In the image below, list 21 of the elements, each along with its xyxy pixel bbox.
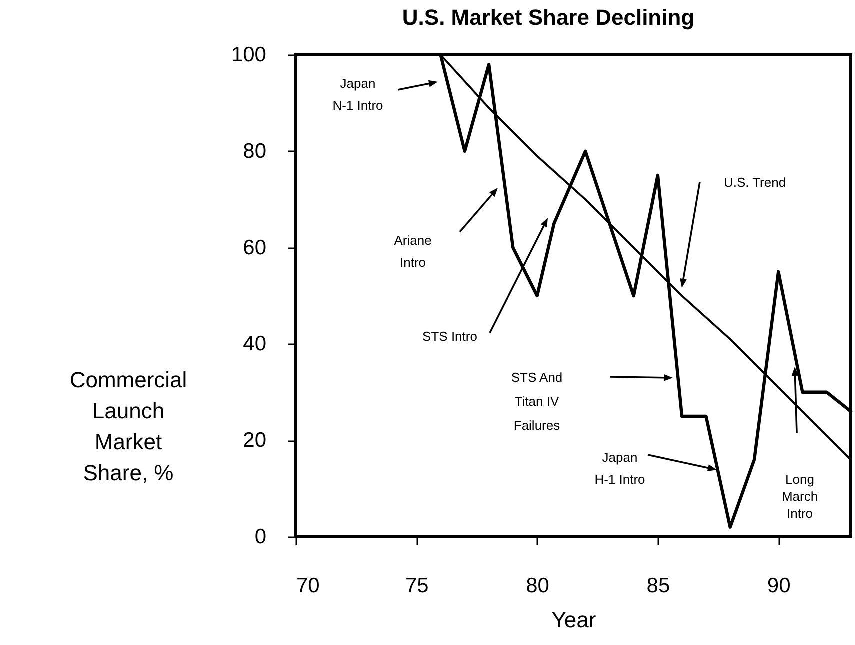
- x-tick-label: 85: [646, 574, 670, 598]
- y-tick-label: 40: [243, 332, 266, 356]
- annotation: Japan N-1 Intro: [332, 76, 384, 113]
- annotation: STS Intro: [422, 329, 478, 344]
- x-tick-label: 70: [296, 574, 320, 598]
- y-axis-title: Commercial Launch Market Share, %: [70, 368, 188, 486]
- annotation: Long March Intro: [782, 472, 818, 521]
- y-tick-label: 0: [254, 526, 266, 548]
- x-axis-title: Year: [552, 608, 596, 632]
- chart-title: U.S. Market Share Declining: [402, 5, 695, 30]
- annotation: Japan H-1 Intro: [594, 450, 646, 487]
- x-tick-label: 80: [526, 574, 550, 598]
- annotation: STS And Titan IV Failures: [511, 370, 563, 433]
- y-tick-label: 100: [231, 44, 266, 66]
- x-tick-label: 90: [767, 574, 791, 598]
- annotation: U.S. Trend: [724, 175, 786, 190]
- y-tick-label: 20: [243, 429, 266, 452]
- y-tick-label: 60: [243, 236, 266, 260]
- annotation: Ariane Intro: [394, 233, 432, 270]
- y-tick-label: 80: [243, 140, 266, 163]
- x-tick-label: 75: [405, 574, 429, 598]
